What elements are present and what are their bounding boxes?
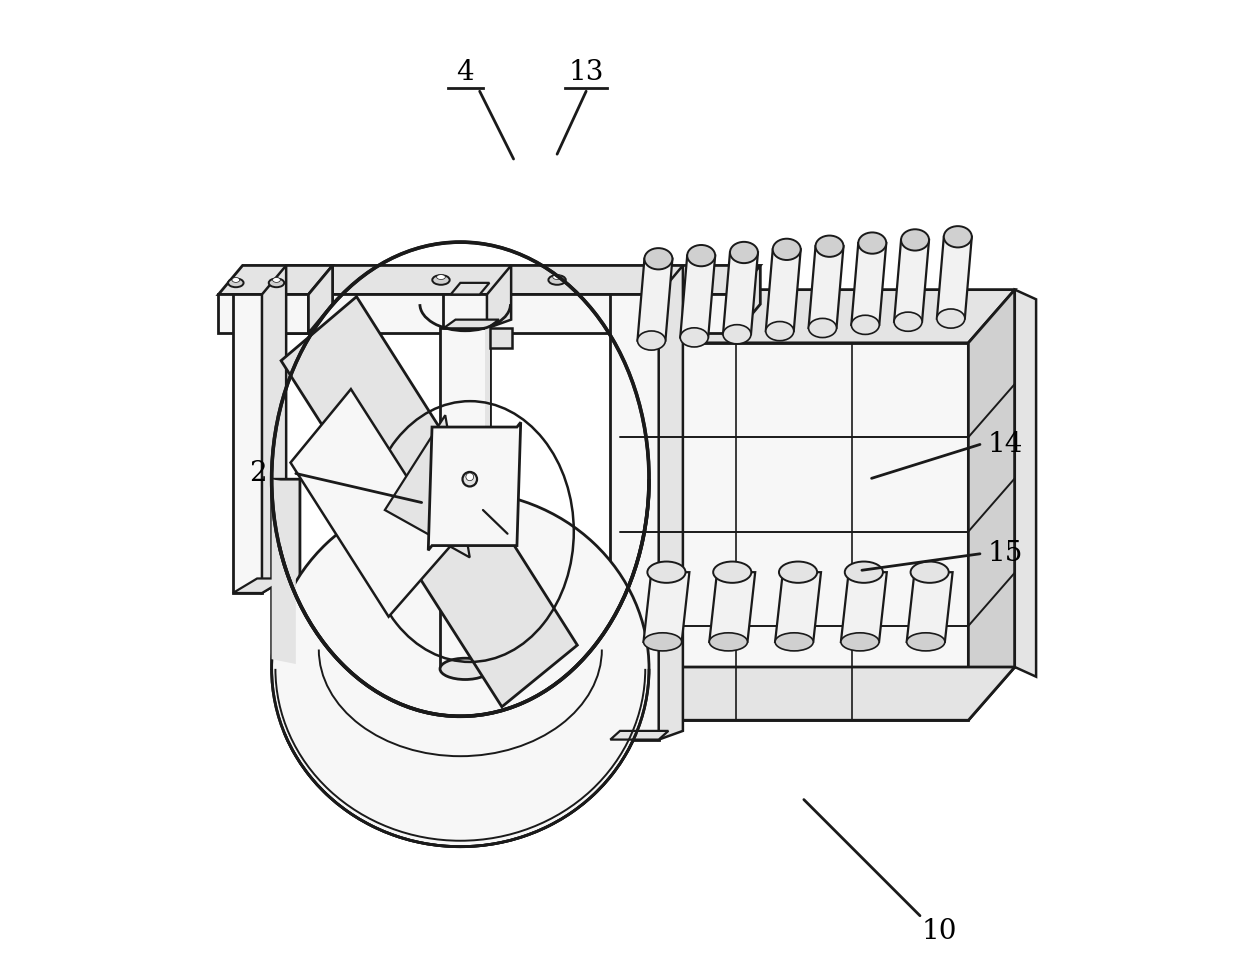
- Ellipse shape: [766, 321, 794, 341]
- Polygon shape: [262, 265, 286, 593]
- Ellipse shape: [709, 632, 748, 651]
- Ellipse shape: [713, 561, 751, 583]
- Ellipse shape: [808, 318, 837, 338]
- Polygon shape: [894, 240, 929, 322]
- Ellipse shape: [723, 325, 751, 344]
- Polygon shape: [262, 305, 760, 333]
- Polygon shape: [968, 290, 1014, 720]
- Text: 14: 14: [988, 431, 1023, 458]
- Polygon shape: [233, 295, 262, 593]
- Polygon shape: [610, 295, 658, 740]
- Ellipse shape: [841, 632, 879, 651]
- Polygon shape: [218, 295, 309, 333]
- Ellipse shape: [773, 239, 801, 260]
- Ellipse shape: [232, 277, 239, 282]
- Ellipse shape: [440, 658, 490, 679]
- Ellipse shape: [894, 312, 923, 331]
- Polygon shape: [262, 265, 760, 295]
- Text: 15: 15: [988, 541, 1023, 567]
- Ellipse shape: [858, 232, 887, 254]
- Polygon shape: [485, 328, 490, 669]
- Polygon shape: [709, 572, 755, 642]
- Polygon shape: [808, 246, 843, 328]
- Ellipse shape: [937, 309, 965, 328]
- Text: 4: 4: [456, 60, 474, 87]
- Polygon shape: [290, 389, 451, 617]
- Ellipse shape: [910, 561, 949, 583]
- Polygon shape: [444, 295, 487, 328]
- Ellipse shape: [816, 235, 843, 257]
- Polygon shape: [428, 423, 521, 550]
- Polygon shape: [490, 328, 512, 347]
- Ellipse shape: [273, 277, 280, 282]
- Polygon shape: [937, 237, 972, 318]
- Polygon shape: [384, 415, 470, 557]
- Ellipse shape: [687, 245, 715, 266]
- Ellipse shape: [637, 331, 666, 350]
- Polygon shape: [281, 297, 578, 707]
- Polygon shape: [487, 265, 511, 328]
- Ellipse shape: [901, 229, 929, 251]
- Ellipse shape: [228, 278, 243, 287]
- Polygon shape: [681, 256, 715, 338]
- Ellipse shape: [644, 632, 682, 651]
- Polygon shape: [637, 259, 672, 341]
- Ellipse shape: [775, 632, 813, 651]
- Polygon shape: [852, 243, 887, 325]
- Ellipse shape: [463, 472, 477, 486]
- Ellipse shape: [269, 278, 284, 287]
- Polygon shape: [233, 579, 286, 593]
- Polygon shape: [309, 265, 332, 333]
- Polygon shape: [775, 572, 821, 642]
- Ellipse shape: [645, 248, 672, 269]
- Ellipse shape: [647, 561, 686, 583]
- Ellipse shape: [681, 328, 708, 347]
- Text: 10: 10: [921, 917, 957, 945]
- Polygon shape: [620, 290, 1014, 343]
- Polygon shape: [841, 572, 887, 642]
- Ellipse shape: [466, 473, 474, 481]
- Polygon shape: [272, 479, 300, 683]
- Polygon shape: [666, 290, 1014, 667]
- Polygon shape: [766, 249, 801, 331]
- Ellipse shape: [944, 226, 972, 248]
- Polygon shape: [450, 283, 490, 295]
- Ellipse shape: [436, 274, 445, 279]
- Text: 13: 13: [568, 60, 604, 87]
- Ellipse shape: [844, 561, 883, 583]
- Ellipse shape: [906, 632, 945, 651]
- Polygon shape: [272, 479, 296, 664]
- Polygon shape: [644, 572, 689, 642]
- Polygon shape: [620, 343, 968, 720]
- Ellipse shape: [852, 315, 879, 335]
- Ellipse shape: [548, 275, 565, 285]
- Polygon shape: [1014, 290, 1037, 676]
- Ellipse shape: [272, 491, 649, 846]
- Polygon shape: [620, 667, 1014, 720]
- Polygon shape: [737, 265, 760, 333]
- Polygon shape: [658, 265, 683, 740]
- Ellipse shape: [553, 274, 562, 279]
- Polygon shape: [610, 731, 668, 740]
- Polygon shape: [723, 253, 758, 334]
- Polygon shape: [444, 319, 498, 328]
- Polygon shape: [262, 295, 737, 333]
- Polygon shape: [906, 572, 952, 642]
- Polygon shape: [440, 328, 490, 669]
- Polygon shape: [218, 265, 332, 295]
- Text: 2: 2: [249, 460, 267, 487]
- Ellipse shape: [730, 242, 758, 264]
- Ellipse shape: [433, 275, 450, 285]
- Ellipse shape: [779, 561, 817, 583]
